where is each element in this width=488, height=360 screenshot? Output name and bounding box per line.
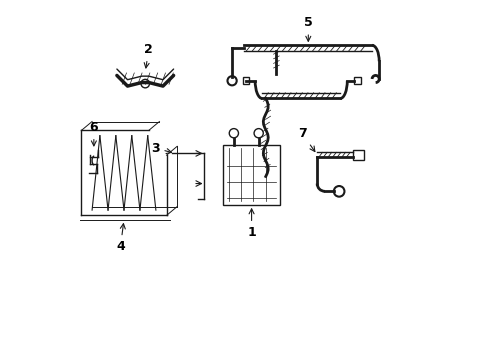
Circle shape xyxy=(141,79,149,88)
Bar xyxy=(242,77,248,84)
Circle shape xyxy=(254,129,263,138)
Circle shape xyxy=(229,129,238,138)
Circle shape xyxy=(333,186,344,197)
Text: 5: 5 xyxy=(304,16,312,41)
Bar xyxy=(354,77,360,84)
Text: 7: 7 xyxy=(297,127,314,152)
Text: 4: 4 xyxy=(116,224,125,253)
Text: 6: 6 xyxy=(89,121,98,146)
Circle shape xyxy=(227,76,236,85)
Text: 3: 3 xyxy=(150,141,171,154)
Bar xyxy=(352,150,363,160)
Text: 2: 2 xyxy=(144,43,153,68)
Text: 1: 1 xyxy=(247,209,255,239)
Bar xyxy=(223,145,279,205)
